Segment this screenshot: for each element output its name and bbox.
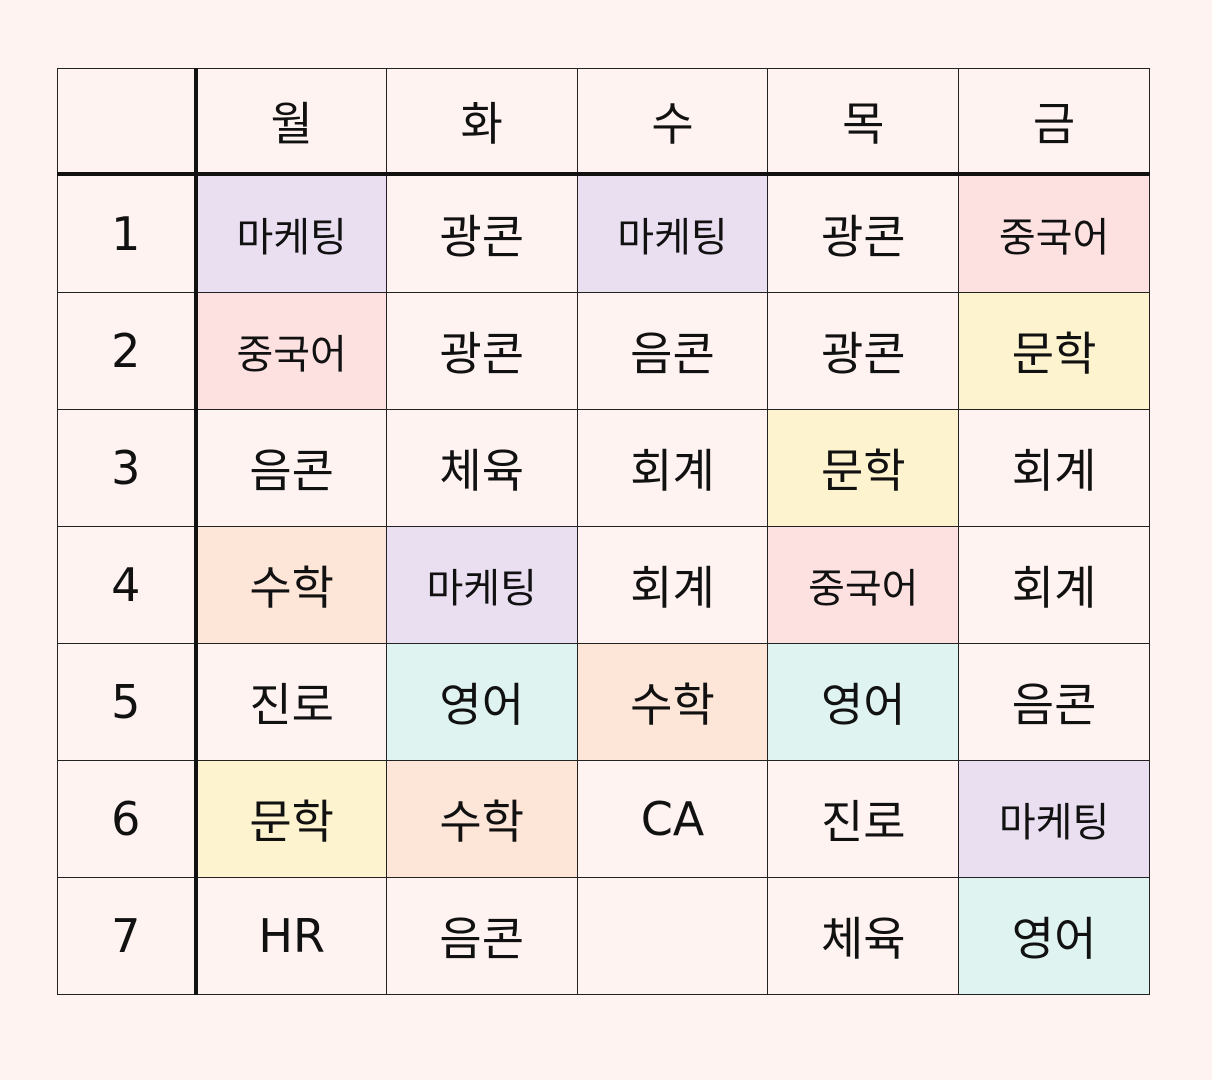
period-label: 5 xyxy=(57,643,198,761)
subject-cell: 음콘 xyxy=(576,292,769,410)
subject-cell: CA xyxy=(576,760,769,878)
subject-cell: 수학 xyxy=(195,526,387,644)
period-row: 7 HR 음콘 체육 영어 xyxy=(57,877,1150,995)
period-label: 6 xyxy=(57,760,198,878)
period-row: 6 문학 수학 CA 진로 마케팅 xyxy=(57,760,1150,878)
header-row: 월 화 수 목 금 xyxy=(57,68,1150,176)
subject-cell: 중국어 xyxy=(958,173,1150,293)
subject-cell: 광콘 xyxy=(767,173,960,293)
subject-cell: 수학 xyxy=(576,643,769,761)
period-label: 1 xyxy=(57,173,198,293)
timetable: 월 화 수 목 금 1 마케팅 광콘 마케팅 광콘 중국어 2 중국어 광콘 음… xyxy=(57,68,1150,995)
subject-cell: 영어 xyxy=(958,877,1150,995)
subject-cell: 마케팅 xyxy=(195,173,387,293)
subject-cell: 체육 xyxy=(767,877,960,995)
subject-cell: 마케팅 xyxy=(958,760,1150,878)
day-header-thu: 목 xyxy=(767,68,960,176)
subject-cell: 음콘 xyxy=(195,409,387,527)
period-label: 2 xyxy=(57,292,198,410)
subject-cell: 진로 xyxy=(767,760,960,878)
subject-cell: 광콘 xyxy=(385,292,578,410)
subject-cell: 회계 xyxy=(958,409,1150,527)
subject-cell: 영어 xyxy=(385,643,578,761)
subject-cell: 회계 xyxy=(576,526,769,644)
subject-cell: 음콘 xyxy=(385,877,578,995)
subject-cell: 마케팅 xyxy=(576,173,769,293)
subject-cell: HR xyxy=(195,877,387,995)
subject-cell: 회계 xyxy=(576,409,769,527)
subject-cell: 체육 xyxy=(385,409,578,527)
day-header-tue: 화 xyxy=(385,68,578,176)
subject-cell: 회계 xyxy=(958,526,1150,644)
period-row: 3 음콘 체육 회계 문학 회계 xyxy=(57,409,1150,527)
period-label: 4 xyxy=(57,526,198,644)
subject-cell: 문학 xyxy=(195,760,387,878)
day-header-mon: 월 xyxy=(195,68,387,176)
subject-cell: 중국어 xyxy=(195,292,387,410)
period-row: 1 마케팅 광콘 마케팅 광콘 중국어 xyxy=(57,173,1150,293)
timetable-header: 월 화 수 목 금 xyxy=(57,68,1150,176)
day-header-fri: 금 xyxy=(958,68,1150,176)
period-label: 7 xyxy=(57,877,198,995)
timetable-body: 1 마케팅 광콘 마케팅 광콘 중국어 2 중국어 광콘 음콘 광콘 문학 3 … xyxy=(57,173,1150,995)
subject-cell: 수학 xyxy=(385,760,578,878)
period-row: 4 수학 마케팅 회계 중국어 회계 xyxy=(57,526,1150,644)
corner-cell xyxy=(57,68,198,176)
subject-cell: 문학 xyxy=(767,409,960,527)
period-label: 3 xyxy=(57,409,198,527)
subject-cell: 문학 xyxy=(958,292,1150,410)
subject-cell: 광콘 xyxy=(767,292,960,410)
subject-cell: 진로 xyxy=(195,643,387,761)
day-header-wed: 수 xyxy=(576,68,769,176)
period-row: 2 중국어 광콘 음콘 광콘 문학 xyxy=(57,292,1150,410)
subject-cell: 마케팅 xyxy=(385,526,578,644)
subject-cell: 영어 xyxy=(767,643,960,761)
period-row: 5 진로 영어 수학 영어 음콘 xyxy=(57,643,1150,761)
subject-cell: 광콘 xyxy=(385,173,578,293)
subject-cell: 중국어 xyxy=(767,526,960,644)
subject-cell xyxy=(576,877,769,995)
subject-cell: 음콘 xyxy=(958,643,1150,761)
